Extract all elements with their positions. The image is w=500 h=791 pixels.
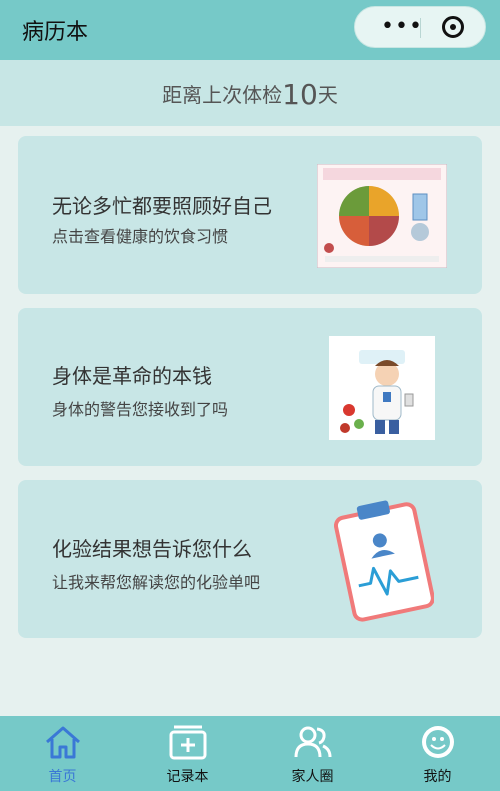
tab-label: 我的 <box>423 769 452 785</box>
tab-label: 首页 <box>48 769 77 785</box>
tab-family-circle[interactable]: 家人圈 <box>250 716 375 791</box>
capsule-divider <box>420 18 421 38</box>
bottom-tabbar: 首页 记录本 家人圈 我的 <box>0 716 500 791</box>
card-title: 化验结果想告诉您什么 <box>52 537 252 561</box>
card-title: 无论多忙都要照顾好自己 <box>52 194 272 218</box>
banner-suffix: 天 <box>317 83 338 107</box>
card-subtitle: 身体的警告您接收到了吗 <box>52 400 229 419</box>
banner-days: 10 <box>282 78 318 111</box>
doctor-health-tips-icon <box>329 336 435 440</box>
card-subtitle: 点击查看健康的饮食习惯 <box>52 227 229 246</box>
family-circle-icon <box>294 726 332 758</box>
checkup-banner: 距离上次体检10天 <box>0 60 500 126</box>
tab-profile[interactable]: 我的 <box>375 716 500 791</box>
profile-icon <box>422 726 454 758</box>
top-navbar: 病历本 ••• <box>0 0 500 60</box>
card-subtitle: 让我来帮您解读您的化验单吧 <box>52 573 261 592</box>
record-book-icon <box>169 725 207 760</box>
banner-prefix: 距离上次体检 <box>162 83 283 107</box>
close-target-icon[interactable] <box>442 16 464 38</box>
more-icon[interactable]: ••• <box>381 14 423 39</box>
card-lab-results[interactable]: 化验结果想告诉您什么 让我来帮您解读您的化验单吧 <box>18 480 482 638</box>
tab-home[interactable]: 首页 <box>0 716 125 791</box>
card-body-health[interactable]: 身体是革命的本钱 身体的警告您接收到了吗 <box>18 308 482 466</box>
tab-label: 记录本 <box>166 769 209 785</box>
days-since-checkup: 距离上次体检10天 <box>0 78 500 111</box>
home-icon <box>46 726 80 759</box>
healthy-diet-plate-icon <box>316 163 448 269</box>
card-healthy-diet[interactable]: 无论多忙都要照顾好自己 点击查看健康的饮食习惯 <box>18 136 482 294</box>
tab-record-book[interactable]: 记录本 <box>125 716 250 791</box>
page-title: 病历本 <box>22 20 89 45</box>
card-title: 身体是革命的本钱 <box>52 364 212 388</box>
mini-program-capsule: ••• <box>354 6 486 48</box>
tab-label: 家人圈 <box>291 769 334 785</box>
clipboard-report-icon <box>333 498 435 622</box>
